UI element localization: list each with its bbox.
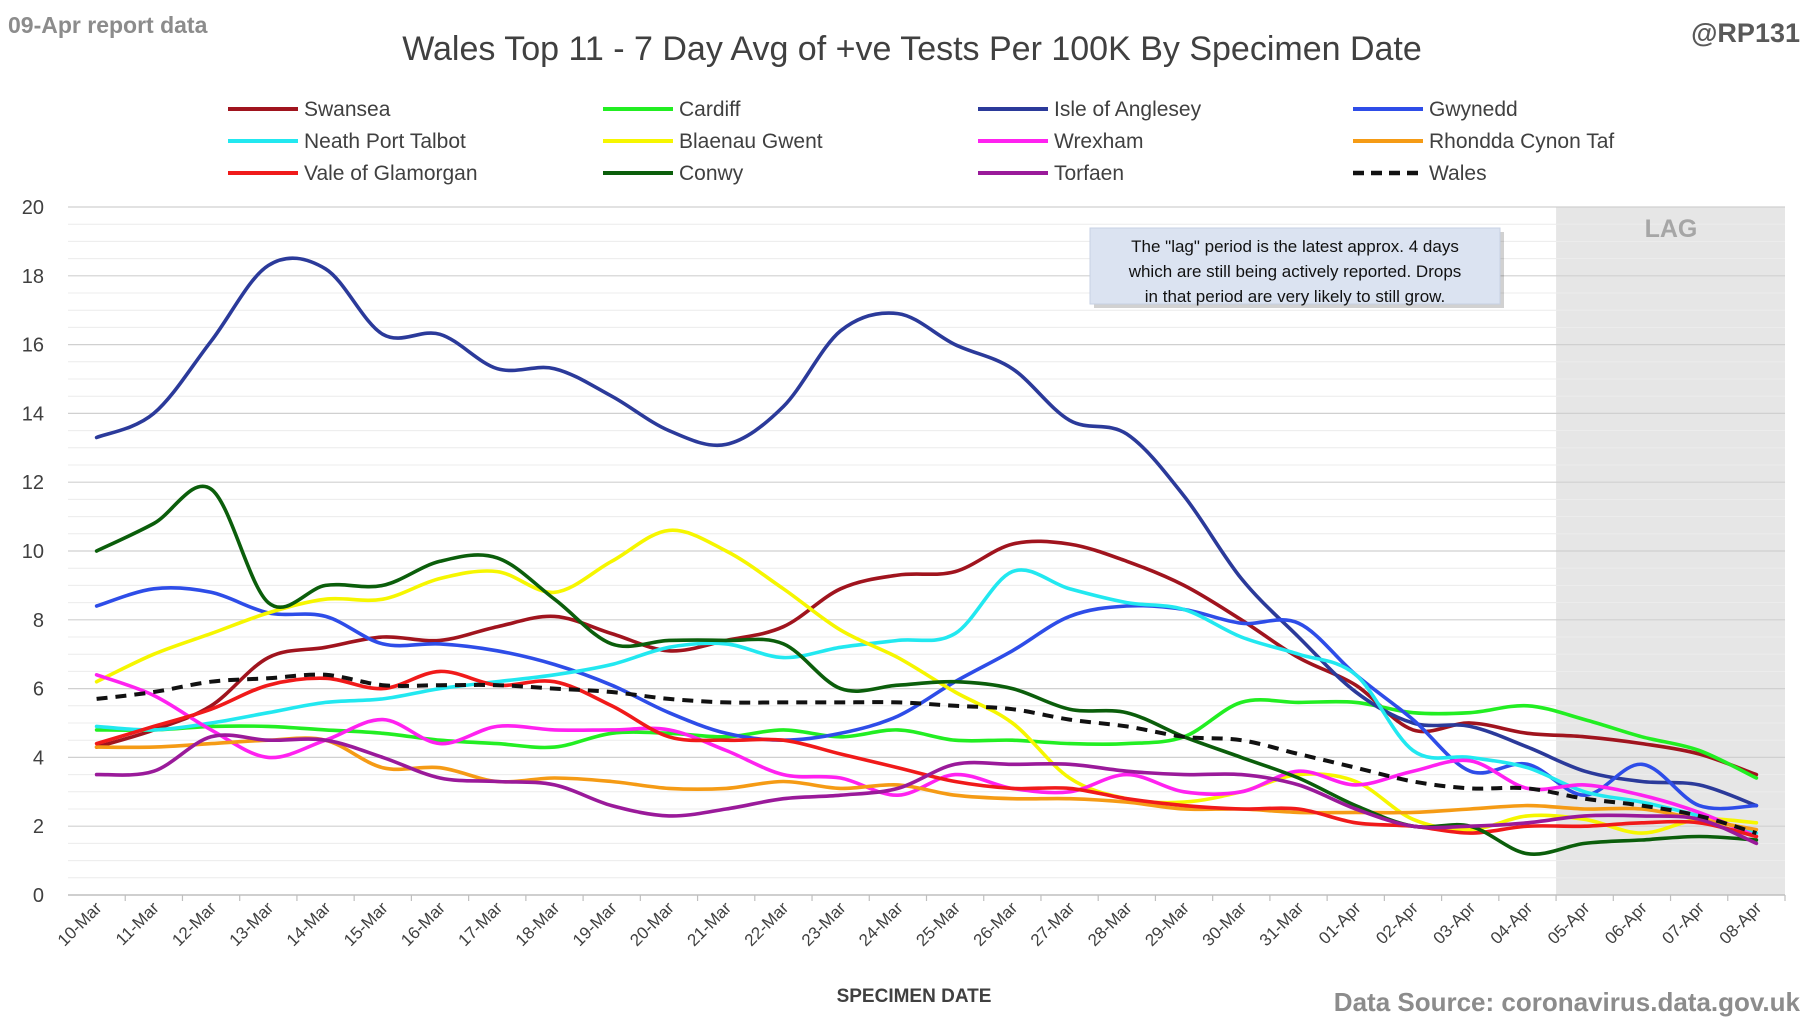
y-tick-label: 8	[33, 610, 44, 632]
legend-label-rhondda-cynon-taf: Rhondda Cynon Taf	[1429, 130, 1614, 153]
series-line-rhondda-cynon-taf	[94, 736, 1759, 832]
callout-line-2: which are still being actively reported.…	[1128, 262, 1462, 281]
y-tick-label: 18	[22, 266, 44, 288]
callout-line-1: The "lag" period is the latest approx. 4…	[1131, 237, 1459, 256]
legend-label-gwynedd: Gwynedd	[1429, 98, 1518, 121]
lag-callout: The "lag" period is the latest approx. 4…	[1089, 227, 1504, 308]
y-tick-labels: 0 2 4 6 8 10 12 14 16 18 20	[22, 197, 44, 907]
series-line-blaenau-gwent	[94, 528, 1759, 835]
series-line-wales	[96, 672, 1757, 836]
report-label: 09-Apr report data	[8, 12, 208, 38]
handle-label: @RP131	[1691, 18, 1800, 48]
y-tick-label: 12	[22, 472, 44, 494]
lag-label: LAG	[1645, 215, 1698, 243]
y-tick-label: 14	[22, 403, 44, 425]
series-line-gwynedd	[94, 586, 1759, 811]
legend-label-isle-of-anglesey: Isle of Anglesey	[1054, 98, 1202, 121]
legend-label-cardiff: Cardiff	[679, 98, 741, 121]
legend-label-wales: Wales	[1429, 162, 1487, 185]
legend-label-neath-port-talbot: Neath Port Talbot	[304, 130, 466, 153]
y-tick-label: 4	[33, 747, 44, 769]
legend: Swansea Cardiff Isle of Anglesey Gwynedd Nea…	[228, 98, 1614, 185]
y-tick-label: 16	[22, 335, 44, 357]
series-lines	[94, 256, 1759, 856]
series-line-vale-of-glamorgan	[94, 669, 1759, 839]
series-line-torfaen	[94, 733, 1759, 846]
legend-label-blaenau-gwent: Blaenau Gwent	[679, 130, 823, 153]
legend-label-torfaen: Torfaen	[1054, 162, 1124, 185]
callout-line-3: in that period are very likely to still …	[1145, 287, 1445, 306]
legend-label-swansea: Swansea	[304, 98, 391, 121]
series-line-cardiff	[94, 698, 1759, 780]
legend-label-vale-of-glamorgan: Vale of Glamorgan	[304, 162, 478, 185]
series-line-swansea	[94, 539, 1759, 777]
legend-label-conwy: Conwy	[679, 162, 744, 185]
x-axis-title: SPECIMEN DATE	[837, 986, 992, 1007]
chart-title: Wales Top 11 - 7 Day Avg of +ve Tests Pe…	[402, 30, 1422, 68]
legend-label-wrexham: Wrexham	[1054, 130, 1143, 153]
y-tick-label: 10	[22, 541, 44, 563]
y-tick-label: 2	[33, 816, 44, 838]
y-tick-label: 6	[33, 679, 44, 701]
y-tick-label: 0	[33, 885, 44, 907]
series-line-neath-port-talbot	[94, 568, 1759, 835]
source-label: Data Source: coronavirus.data.gov.uk	[1334, 987, 1801, 1017]
y-tick-label: 20	[22, 197, 44, 219]
series-line-isle-of-anglesey	[94, 256, 1759, 808]
